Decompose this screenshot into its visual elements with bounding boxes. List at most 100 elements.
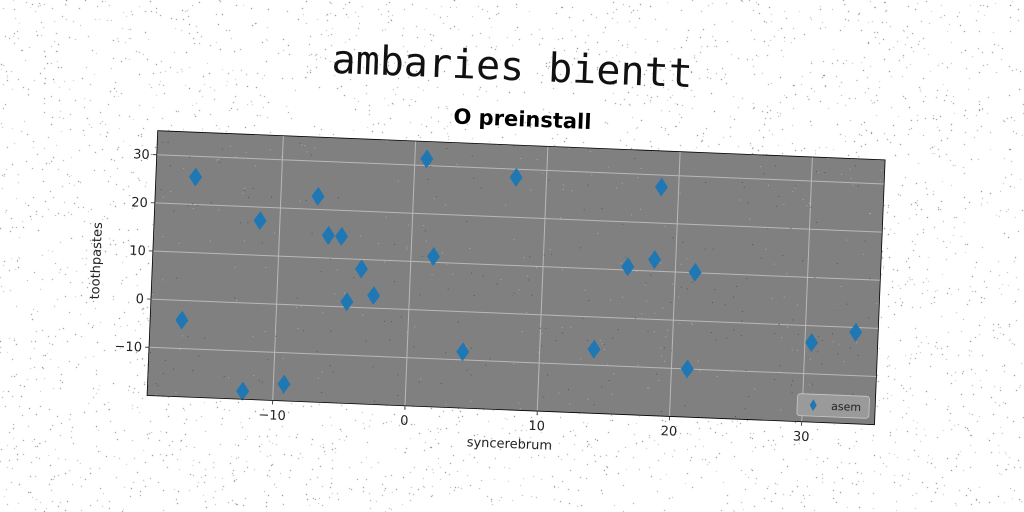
- noise-speck: [548, 179, 550, 181]
- noise-speck: [647, 387, 649, 389]
- noise-speck: [389, 339, 391, 341]
- x-gridline: [801, 156, 813, 422]
- noise-speck: [252, 188, 254, 190]
- noise-speck: [641, 313, 643, 315]
- noise-speck: [561, 268, 563, 270]
- noise-speck: [221, 148, 223, 150]
- noise-speck: [295, 307, 297, 309]
- noise-speck: [817, 351, 819, 353]
- noise-speck: [425, 240, 427, 242]
- noise-speck: [621, 182, 623, 184]
- noise-speck: [235, 156, 237, 158]
- noise-speck: [797, 349, 799, 351]
- noise-speck: [500, 279, 502, 281]
- noise-speck: [447, 288, 449, 290]
- noise-speck: [571, 190, 573, 192]
- x-gridline: [668, 151, 681, 417]
- noise-speck: [521, 331, 523, 333]
- noise-speck: [427, 178, 429, 180]
- data-point: [354, 259, 368, 279]
- noise-speck: [513, 292, 515, 294]
- noise-speck: [587, 398, 589, 400]
- noise-speck: [473, 177, 475, 179]
- noise-speck: [482, 275, 484, 277]
- noise-speck: [192, 203, 194, 205]
- y-tick-label: 10: [129, 244, 146, 260]
- noise-speck: [611, 393, 613, 395]
- noise-speck: [580, 358, 582, 360]
- noise-speck: [863, 253, 865, 255]
- y-axis-label: toothpastes: [88, 222, 106, 300]
- data-point: [277, 374, 291, 394]
- data-point: [805, 333, 819, 353]
- noise-speck: [406, 331, 408, 333]
- noise-speck: [808, 384, 810, 386]
- noise-speck: [539, 327, 541, 329]
- plot-noise: [147, 140, 882, 417]
- noise-speck: [511, 295, 513, 297]
- noise-speck: [790, 227, 792, 229]
- noise-speck: [535, 267, 538, 269]
- noise-speck: [671, 283, 673, 285]
- noise-speck: [248, 196, 250, 198]
- noise-speck: [210, 202, 212, 204]
- noise-speck: [699, 370, 701, 372]
- noise-speck: [304, 145, 306, 147]
- noise-speck: [816, 221, 818, 223]
- noise-speck: [261, 242, 263, 244]
- noise-speck: [244, 189, 246, 191]
- noise-speck: [543, 363, 545, 365]
- noise-speck: [802, 260, 804, 262]
- noise-speck: [843, 361, 845, 363]
- noise-speck: [519, 408, 521, 410]
- noise-speck: [269, 149, 271, 151]
- noise-speck: [538, 351, 540, 353]
- noise-speck: [797, 333, 799, 335]
- noise-speck: [606, 364, 608, 366]
- noise-speck: [608, 380, 610, 382]
- noise-speck: [773, 378, 776, 380]
- noise-speck: [782, 255, 784, 257]
- data-point: [680, 359, 694, 379]
- noise-speck: [496, 283, 498, 285]
- noise-speck: [430, 165, 432, 167]
- legend-label: asem: [831, 400, 861, 414]
- noise-speck: [161, 141, 163, 143]
- noise-speck: [603, 349, 605, 351]
- noise-speck: [152, 294, 154, 296]
- noise-speck: [778, 324, 780, 326]
- noise-speck: [879, 179, 881, 181]
- noise-speck: [880, 169, 882, 171]
- noise-speck: [588, 300, 590, 302]
- noise-speck: [682, 241, 684, 243]
- noise-speck: [526, 312, 528, 314]
- noise-speck: [496, 144, 498, 146]
- noise-speck: [353, 277, 355, 279]
- noise-speck: [864, 240, 866, 242]
- noise-speck: [444, 204, 446, 206]
- noise-speck: [275, 335, 277, 337]
- noise-speck: [766, 228, 768, 230]
- noise-speck: [242, 192, 244, 194]
- noise-speck: [360, 235, 362, 237]
- noise-speck: [452, 273, 454, 275]
- noise-speck: [529, 256, 531, 258]
- noise-speck: [746, 278, 748, 280]
- noise-speck: [264, 330, 266, 332]
- noise-speck: [247, 222, 249, 224]
- noise-speck: [253, 375, 255, 377]
- noise-speck: [715, 339, 717, 341]
- noise-speck: [821, 363, 823, 365]
- noise-speck: [599, 339, 601, 341]
- noise-speck: [297, 328, 299, 330]
- noise-speck: [849, 347, 851, 349]
- noise-speck: [684, 405, 686, 407]
- data-point: [189, 167, 203, 187]
- noise-speck: [155, 394, 157, 396]
- noise-speck: [446, 147, 448, 150]
- noise-speck: [622, 296, 624, 298]
- x-tick-label: 20: [660, 424, 677, 440]
- noise-speck: [616, 187, 618, 189]
- noise-speck: [686, 288, 688, 290]
